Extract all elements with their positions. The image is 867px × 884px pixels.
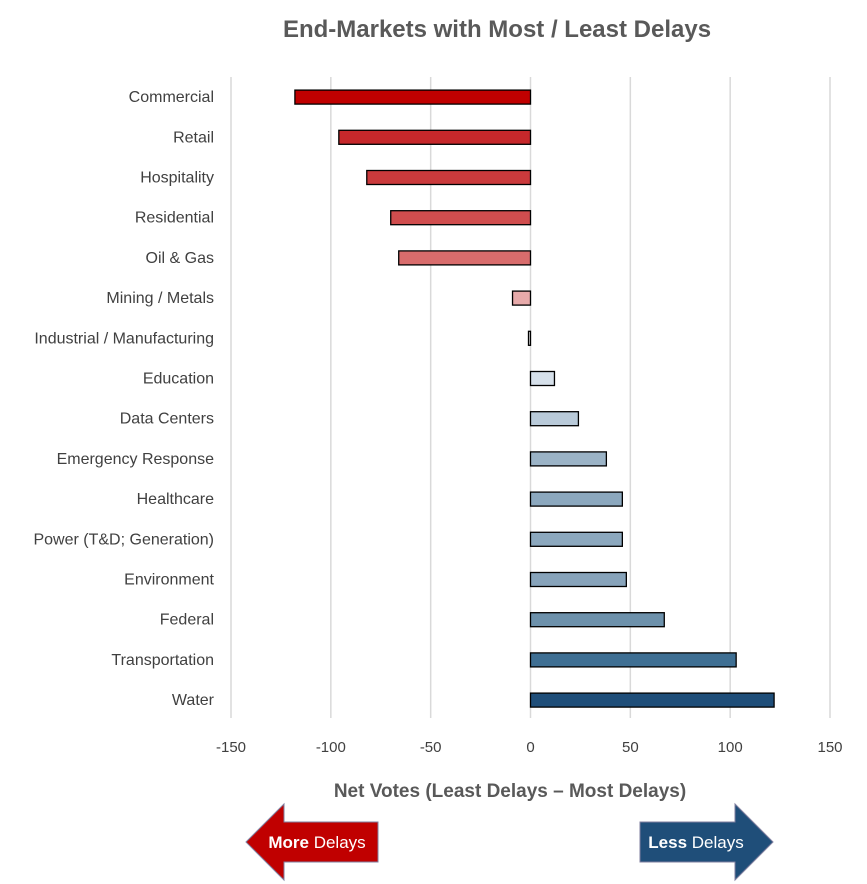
bar — [529, 692, 775, 708]
more-delays-strong: More — [268, 833, 309, 852]
chart-title: End-Markets with Most / Least Delays — [283, 16, 711, 43]
category-label: Industrial / Manufacturing — [34, 330, 214, 347]
category-label: Commercial — [129, 89, 214, 106]
bar — [527, 330, 532, 346]
category-label: Mining / Metals — [106, 290, 214, 307]
category-label: Emergency Response — [57, 451, 215, 468]
less-delays-arrow: Less Delays — [639, 802, 774, 882]
bar — [529, 571, 627, 588]
bar — [338, 129, 532, 145]
bar — [529, 652, 737, 668]
category-label: Water — [172, 692, 215, 709]
category-label: Oil & Gas — [146, 250, 214, 267]
category-label: Federal — [160, 612, 214, 629]
bar — [366, 169, 532, 186]
category-label: Data Centers — [120, 411, 214, 428]
category-label: Environment — [124, 572, 214, 589]
less-delays-rest: Delays — [687, 833, 744, 852]
x-tick-label: -100 — [316, 739, 346, 756]
x-tick-label: -50 — [420, 739, 442, 756]
category-label: Hospitality — [140, 170, 214, 187]
bar — [529, 370, 556, 387]
category-label: Healthcare — [137, 491, 214, 508]
bars — [294, 89, 775, 708]
bar — [511, 290, 532, 306]
bar — [529, 411, 580, 427]
bar — [529, 531, 623, 547]
category-label: Power (T&D; Generation) — [33, 531, 214, 548]
x-tick-label: 0 — [526, 739, 534, 756]
bar — [529, 612, 665, 628]
bar — [398, 250, 532, 266]
x-tick-labels: -150 -100 -50 0 50 100 150 — [216, 739, 843, 756]
bar — [529, 491, 623, 507]
x-tick-label: -150 — [216, 739, 246, 756]
category-labels: Commercial Retail Hospitality Residential Oi… — [33, 89, 214, 709]
more-delays-label: More Delays — [268, 833, 365, 852]
category-label: Residential — [135, 210, 214, 227]
less-delays-strong: Less — [648, 833, 687, 852]
less-delays-label: Less Delays — [648, 833, 743, 852]
category-label: Retail — [173, 129, 214, 146]
x-axis-label: Net Votes (Least Delays – Most Delays) — [334, 781, 686, 802]
right-arrow-shape — [639, 802, 774, 882]
x-tick-label: 50 — [622, 739, 639, 756]
left-arrow-shape — [245, 802, 379, 882]
category-label: Transportation — [111, 652, 214, 669]
x-tick-label: 100 — [718, 739, 743, 756]
bar — [294, 89, 532, 105]
more-delays-rest: Delays — [309, 833, 366, 852]
bar — [529, 451, 608, 467]
bar — [390, 210, 532, 226]
x-tick-label: 150 — [817, 739, 842, 756]
category-label: Education — [143, 371, 214, 388]
more-delays-arrow: More Delays — [245, 802, 379, 882]
